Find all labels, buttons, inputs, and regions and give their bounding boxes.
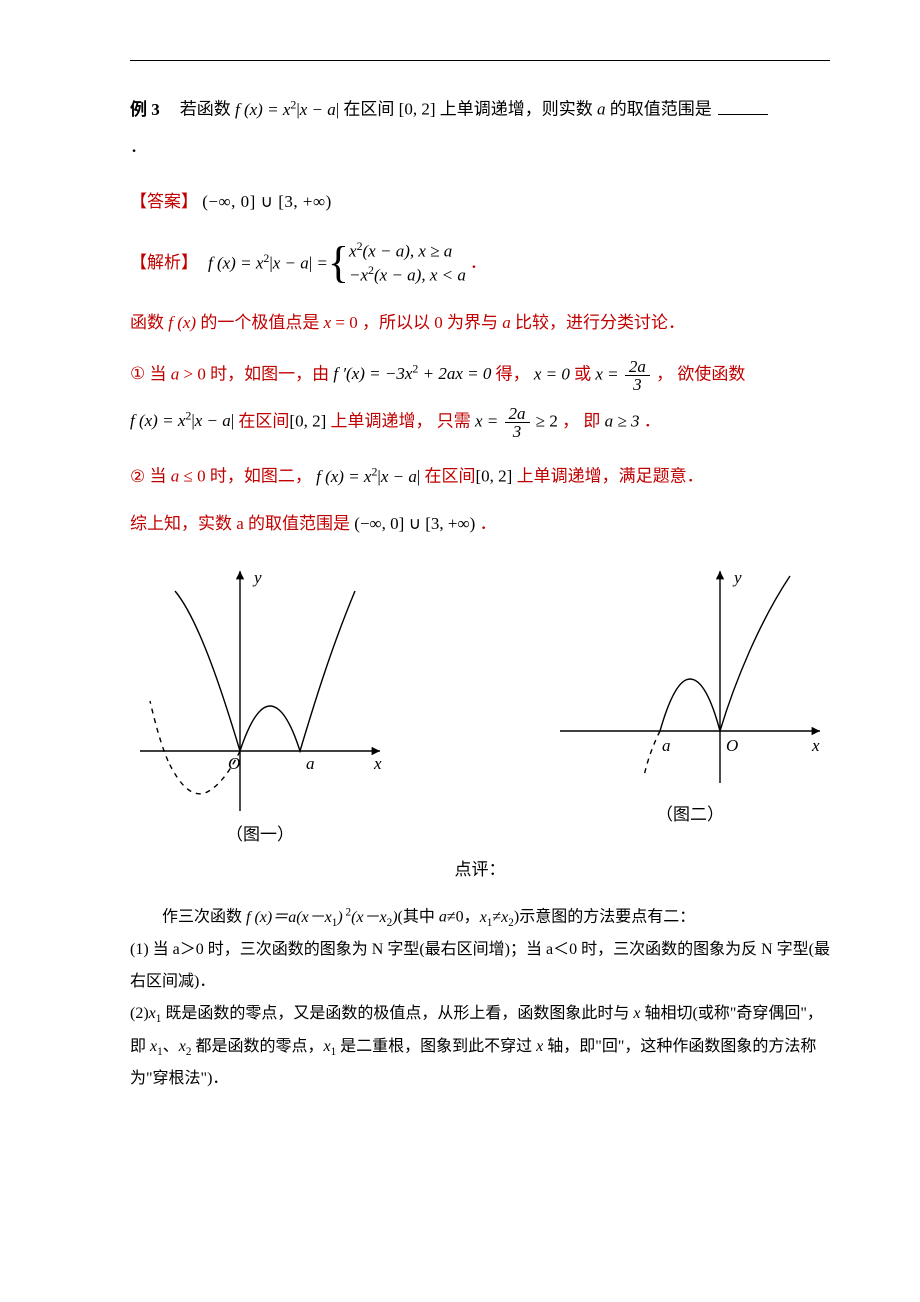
case1-fx: f (x) = x2|x − a| [130, 411, 234, 430]
problem-post2: 的取值范围是 [610, 100, 712, 119]
svg-text:O: O [726, 736, 738, 755]
problem-interval: [0, 2] [399, 100, 436, 119]
svg-text:y: y [252, 568, 262, 587]
conclusion-period: ． [480, 514, 497, 533]
case1-tail: ， 即 a ≥ 3 ． [562, 411, 661, 430]
page: { "colors": { "text": "#000000", "accent… [0, 0, 920, 1302]
figure-2-caption: （图二） [550, 801, 830, 828]
figure-1-svg: y x O a [130, 561, 390, 821]
commentary-p1: 作三次函数 f (x)＝a(x－x1) 2(x－x2)(其中 a≠0，x1≠x2… [130, 901, 830, 934]
case1-mid1: 得， x = 0 或 [496, 364, 596, 383]
figure-1-caption: （图一） [130, 821, 390, 848]
analysis-row: 【解析】 f (x) = x2|x − a| = { x2(x − a), x … [130, 239, 830, 287]
answer-value: (−∞, 0] ∪ [3, +∞) [202, 192, 332, 211]
conclusion-value: (−∞, 0] ∪ [3, +∞) [354, 514, 475, 533]
problem-pre: 若函数 [180, 100, 235, 119]
answer-blank [718, 114, 768, 115]
case1-line1: ① 当 a > 0 时，如图一，由 f ′(x) = −3x2 + 2ax = … [130, 358, 830, 393]
case1-pre: 当 a > 0 时，如图一，由 [150, 364, 334, 383]
case1-frac1: 2a 3 [625, 358, 650, 393]
svg-text:a: a [306, 754, 315, 773]
figure-2-svg: y x O a [550, 561, 830, 801]
analysis-lhs: f (x) = x2|x − a| = [208, 249, 328, 277]
case1-line2: f (x) = x2|x − a| 在区间[0, 2] 上单调递增， 只需 x … [130, 405, 830, 440]
figures-row: y x O a （图一） y x O a （图二） [130, 561, 830, 848]
problem-text: 若函数 f (x) = x2|x − a| 在区间 [0, 2] 上单调递增，则… [180, 95, 768, 123]
case1-geq: ≥ 2 [536, 411, 562, 430]
param-a: a [597, 100, 606, 119]
case1-bullet: ① [130, 360, 145, 387]
analysis-label: 【解析】 [130, 249, 198, 276]
piecewise: x2(x − a), x ≥ a −x2(x − a), x < a [349, 239, 466, 287]
case-1: x2(x − a), x ≥ a [349, 239, 466, 263]
case1-l2-mid: 在区间[0, 2] 上单调递增， 只需 [238, 411, 475, 430]
commentary-p2: (1) 当 a＞0 时，三次函数的图象为 N 字型(最右区间增)；当 a＜0 时… [130, 934, 830, 998]
brace-icon: { [328, 241, 349, 285]
svg-text:a: a [662, 736, 671, 755]
conclusion: 综上知，实数 a 的取值范围是 (−∞, 0] ∪ [3, +∞) ． [130, 510, 830, 537]
commentary-label: 点评： [130, 856, 830, 883]
problem-mid: 在区间 [343, 100, 394, 119]
commentary-p3: (2)x1 既是函数的零点，又是函数的极值点，从形上看，函数图象此时与 x 轴相… [130, 998, 830, 1095]
conclusion-pre: 综上知，实数 a 的取值范围是 [130, 514, 350, 533]
answer-row: 【答案】 (−∞, 0] ∪ [3, +∞) [130, 188, 830, 215]
svg-text:x: x [811, 736, 820, 755]
answer-label: 【答案】 [130, 192, 198, 211]
case2-pre: 当 a ≤ 0 时，如图二， [150, 467, 312, 486]
case1-eq: x = [475, 411, 503, 430]
case1-frac2: 2a 3 [505, 405, 530, 440]
commentary-body: 作三次函数 f (x)＝a(x－x1) 2(x－x2)(其中 a≠0，x1≠x2… [130, 901, 830, 1095]
problem-post1: 上单调递增，则实数 [440, 100, 597, 119]
analysis-tail: ． [470, 249, 487, 276]
case2-bullet: ② [130, 463, 145, 490]
svg-text:x: x [373, 754, 382, 773]
case-2: −x2(x − a), x < a [349, 263, 466, 287]
problem-period: ． [130, 133, 830, 160]
svg-text:y: y [732, 568, 742, 587]
top-rule [130, 60, 830, 61]
figure-2: y x O a （图二） [550, 561, 830, 848]
case1-mid2: ， 欲使函数 [656, 364, 745, 383]
case1-frac-x: x = [595, 364, 623, 383]
svg-text:O: O [228, 754, 240, 773]
example-row: 例 3 若函数 f (x) = x2|x − a| 在区间 [0, 2] 上单调… [130, 95, 830, 123]
problem-fx: f (x) = x2|x − a| [235, 100, 343, 119]
case1-deriv: f ′(x) = −3x2 + 2ax = 0 [333, 364, 491, 383]
case2-line: ② 当 a ≤ 0 时，如图二， f (x) = x2|x − a| 在区间[0… [130, 462, 830, 490]
extreme-point-para: 函数 f (x) 的一个极值点是 x = 0 ，所以以 0 为界与 a 比较，进… [130, 309, 830, 336]
figure-1: y x O a （图一） [130, 561, 390, 848]
example-label: 例 3 [130, 96, 160, 123]
case2-mid: 在区间[0, 2] 上单调递增，满足题意． [425, 467, 704, 486]
case2-fx: f (x) = x2|x − a| [316, 467, 420, 486]
